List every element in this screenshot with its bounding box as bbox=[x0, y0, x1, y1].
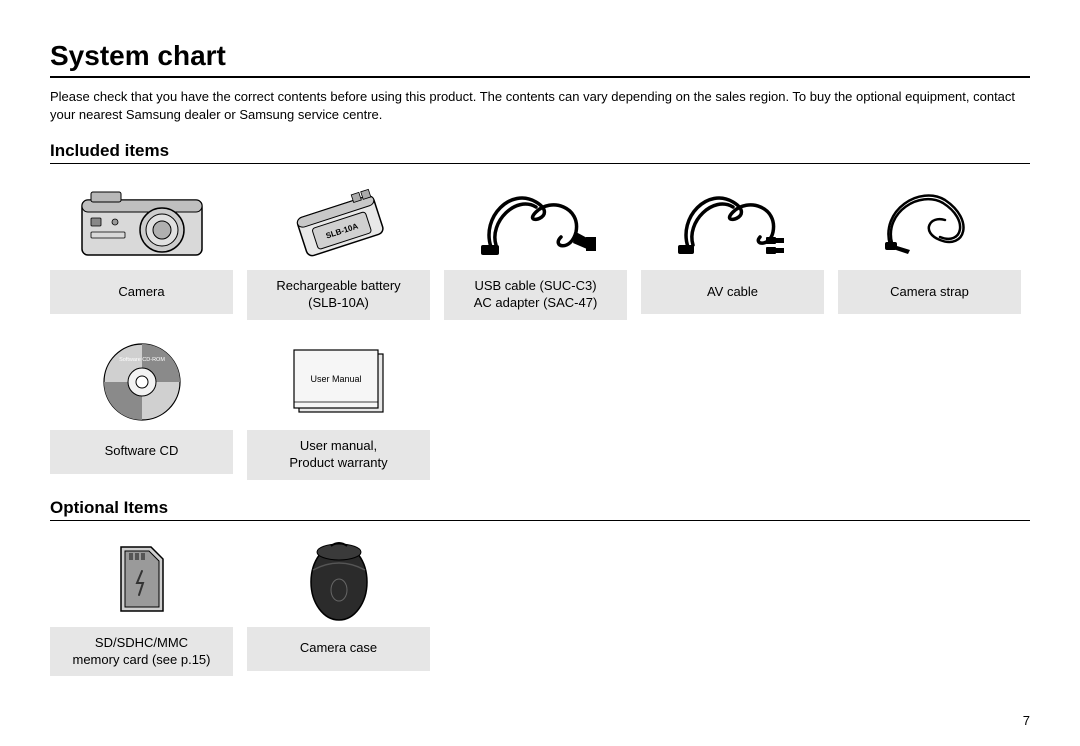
item-label: Camera case bbox=[247, 627, 430, 671]
section-optional-rule bbox=[50, 520, 1030, 521]
section-included-title: Included items bbox=[50, 141, 1030, 161]
page-number: 7 bbox=[1023, 713, 1030, 728]
item-user-manual: User Manual User manual, Product warrant… bbox=[247, 334, 430, 480]
intro-text: Please check that you have the correct c… bbox=[50, 88, 1030, 123]
case-icon bbox=[247, 531, 430, 627]
cd-icon: Software CD-ROM bbox=[50, 334, 233, 430]
item-label: Camera bbox=[50, 270, 233, 314]
sd-card-icon bbox=[50, 531, 233, 627]
item-usb-cable: USB cable (SUC-C3) AC adapter (SAC-47) bbox=[444, 174, 627, 320]
battery-icon: SLB-10A bbox=[247, 174, 430, 270]
item-strap: Camera strap bbox=[838, 174, 1021, 320]
item-av-cable: AV cable bbox=[641, 174, 824, 320]
item-label: User manual, Product warranty bbox=[247, 430, 430, 480]
item-sd-card: SD/SDHC/MMC memory card (see p.15) bbox=[50, 531, 233, 677]
item-camera-case: Camera case bbox=[247, 531, 430, 677]
usb-cable-icon bbox=[444, 174, 627, 270]
optional-items-grid: SD/SDHC/MMC memory card (see p.15) Camer… bbox=[50, 531, 1030, 677]
page-title: System chart bbox=[50, 40, 1030, 72]
title-rule bbox=[50, 76, 1030, 78]
item-label: Rechargeable battery (SLB-10A) bbox=[247, 270, 430, 320]
item-label: USB cable (SUC-C3) AC adapter (SAC-47) bbox=[444, 270, 627, 320]
section-included-rule bbox=[50, 163, 1030, 164]
strap-icon bbox=[838, 174, 1021, 270]
item-label: SD/SDHC/MMC memory card (see p.15) bbox=[50, 627, 233, 677]
item-camera: Camera bbox=[50, 174, 233, 320]
item-battery: SLB-10A Rechargeable battery (SLB-10A) bbox=[247, 174, 430, 320]
included-items-grid: Camera SLB-10A Rechargeable battery (SLB… bbox=[50, 174, 1030, 480]
manual-icon: User Manual bbox=[247, 334, 430, 430]
item-label: Software CD bbox=[50, 430, 233, 474]
item-label: Camera strap bbox=[838, 270, 1021, 314]
section-optional-title: Optional Items bbox=[50, 498, 1030, 518]
camera-icon bbox=[50, 174, 233, 270]
svg-text:Software CD-ROM: Software CD-ROM bbox=[119, 357, 165, 363]
item-software-cd: Software CD-ROM Software CD bbox=[50, 334, 233, 480]
item-label: AV cable bbox=[641, 270, 824, 314]
av-cable-icon bbox=[641, 174, 824, 270]
svg-text:User Manual: User Manual bbox=[310, 374, 361, 384]
